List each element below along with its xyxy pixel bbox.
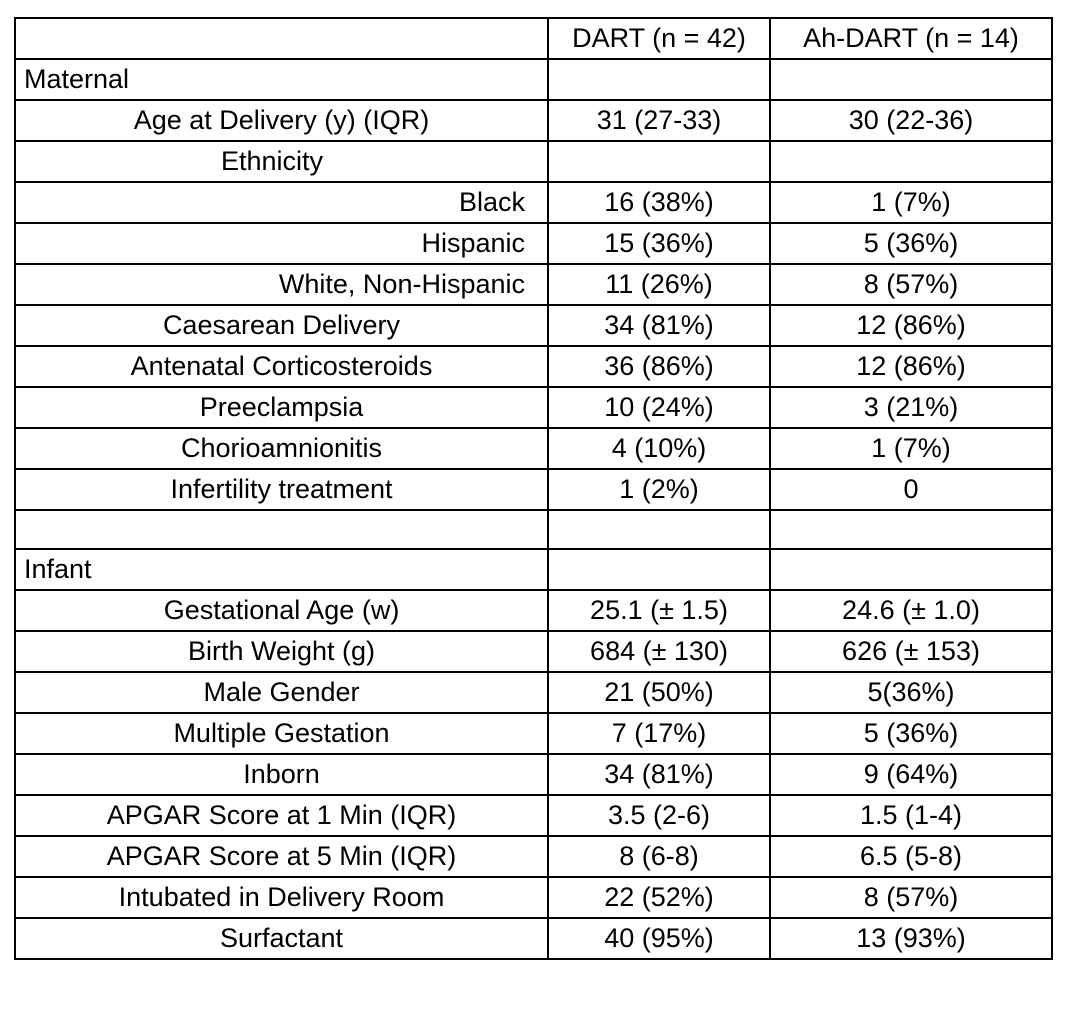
ahdart-value — [769, 548, 1053, 591]
table-row: Maternal — [14, 58, 1053, 101]
ahdart-value: 1 (7%) — [769, 181, 1053, 224]
row-label: Ethnicity — [14, 140, 549, 183]
dart-value: 36 (86%) — [547, 345, 771, 388]
dart-value: 34 (81%) — [547, 753, 771, 796]
dart-value: 34 (81%) — [547, 304, 771, 347]
ahdart-value: 5(36%) — [769, 671, 1053, 714]
table-row — [14, 509, 1053, 550]
header-ahdart: Ah-DART (n = 14) — [769, 17, 1053, 60]
row-label: Caesarean Delivery — [14, 304, 549, 347]
row-label: Chorioamnionitis — [14, 427, 549, 470]
row-label: Multiple Gestation — [14, 712, 549, 755]
dart-value: 11 (26%) — [547, 263, 771, 306]
table-row: Antenatal Corticosteroids 36 (86%) 12 (86%… — [14, 345, 1053, 388]
row-label: Birth Weight (g) — [14, 630, 549, 673]
row-label: Male Gender — [14, 671, 549, 714]
table-row: Gestational Age (w) 25.1 (± 1.5) 24.6 (± 1… — [14, 589, 1053, 632]
dart-value: 16 (38%) — [547, 181, 771, 224]
header-label-cell — [14, 17, 549, 60]
dart-value: 10 (24%) — [547, 386, 771, 429]
table-body: DART (n = 42) Ah-DART (n = 14) Maternal A… — [14, 17, 1053, 960]
table-row: Hispanic 15 (36%) 5 (36%) — [14, 222, 1053, 265]
ahdart-value: 1.5 (1-4) — [769, 794, 1053, 837]
row-label — [14, 509, 549, 550]
ahdart-value: 24.6 (± 1.0) — [769, 589, 1053, 632]
row-label: Antenatal Corticosteroids — [14, 345, 549, 388]
table-row: Ethnicity — [14, 140, 1053, 183]
ahdart-value: 5 (36%) — [769, 222, 1053, 265]
ahdart-value: 0 — [769, 468, 1053, 511]
dart-value: 8 (6-8) — [547, 835, 771, 878]
dart-value: 40 (95%) — [547, 917, 771, 960]
dart-value — [547, 140, 771, 183]
ahdart-value: 6.5 (5-8) — [769, 835, 1053, 878]
ahdart-value — [769, 58, 1053, 101]
row-label: Infant — [14, 548, 549, 591]
ahdart-value: 12 (86%) — [769, 304, 1053, 347]
table-row: Black 16 (38%) 1 (7%) — [14, 181, 1053, 224]
header-dart: DART (n = 42) — [547, 17, 771, 60]
table-header-row: DART (n = 42) Ah-DART (n = 14) — [14, 17, 1053, 60]
table-row: Multiple Gestation 7 (17%) 5 (36%) — [14, 712, 1053, 755]
table-row: Male Gender 21 (50%) 5(36%) — [14, 671, 1053, 714]
table-row: Surfactant 40 (95%) 13 (93%) — [14, 917, 1053, 960]
row-label: Hispanic — [14, 222, 549, 265]
ahdart-value: 12 (86%) — [769, 345, 1053, 388]
table-row: APGAR Score at 1 Min (IQR) 3.5 (2-6) 1.5 (… — [14, 794, 1053, 837]
table-row: Chorioamnionitis 4 (10%) 1 (7%) — [14, 427, 1053, 470]
ahdart-value: 13 (93%) — [769, 917, 1053, 960]
dart-value — [547, 509, 771, 550]
ahdart-value: 8 (57%) — [769, 876, 1053, 919]
ahdart-value: 1 (7%) — [769, 427, 1053, 470]
row-label: White, Non-Hispanic — [14, 263, 549, 306]
ahdart-value: 626 (± 153) — [769, 630, 1053, 673]
ahdart-value: 5 (36%) — [769, 712, 1053, 755]
table-row: White, Non-Hispanic 11 (26%) 8 (57%) — [14, 263, 1053, 306]
table-row: Caesarean Delivery 34 (81%) 12 (86%) — [14, 304, 1053, 347]
row-label: APGAR Score at 1 Min (IQR) — [14, 794, 549, 837]
dart-value: 684 (± 130) — [547, 630, 771, 673]
dart-value: 21 (50%) — [547, 671, 771, 714]
table-row: Infant — [14, 548, 1053, 591]
table-row: Inborn 34 (81%) 9 (64%) — [14, 753, 1053, 796]
row-label: Intubated in Delivery Room — [14, 876, 549, 919]
table-row: Age at Delivery (y) (IQR) 31 (27-33) 30 (2… — [14, 99, 1053, 142]
row-label: Preeclampsia — [14, 386, 549, 429]
ahdart-value: 3 (21%) — [769, 386, 1053, 429]
table-row: Intubated in Delivery Room 22 (52%) 8 (57%… — [14, 876, 1053, 919]
dart-value: 1 (2%) — [547, 468, 771, 511]
dart-value: 31 (27-33) — [547, 99, 771, 142]
dart-value: 22 (52%) — [547, 876, 771, 919]
row-label: Gestational Age (w) — [14, 589, 549, 632]
row-label: Age at Delivery (y) (IQR) — [14, 99, 549, 142]
table-row: APGAR Score at 5 Min (IQR) 8 (6-8) 6.5 (5-… — [14, 835, 1053, 878]
ahdart-value: 8 (57%) — [769, 263, 1053, 306]
table-row: Birth Weight (g) 684 (± 130) 626 (± 153) — [14, 630, 1053, 673]
row-label: Maternal — [14, 58, 549, 101]
ahdart-value: 30 (22-36) — [769, 99, 1053, 142]
dart-value — [547, 58, 771, 101]
row-label: Inborn — [14, 753, 549, 796]
row-label: Infertility treatment — [14, 468, 549, 511]
dart-value — [547, 548, 771, 591]
row-label: Black — [14, 181, 549, 224]
ahdart-value — [769, 509, 1053, 550]
dart-value: 7 (17%) — [547, 712, 771, 755]
row-label: APGAR Score at 5 Min (IQR) — [14, 835, 549, 878]
row-label: Surfactant — [14, 917, 549, 960]
dart-value: 15 (36%) — [547, 222, 771, 265]
dart-value: 4 (10%) — [547, 427, 771, 470]
table-row: Infertility treatment 1 (2%) 0 — [14, 468, 1053, 511]
table-row: Preeclampsia 10 (24%) 3 (21%) — [14, 386, 1053, 429]
dart-value: 3.5 (2-6) — [547, 794, 771, 837]
dart-value: 25.1 (± 1.5) — [547, 589, 771, 632]
ahdart-value — [769, 140, 1053, 183]
characteristics-table: DART (n = 42) Ah-DART (n = 14) Maternal A… — [14, 17, 1053, 960]
ahdart-value: 9 (64%) — [769, 753, 1053, 796]
